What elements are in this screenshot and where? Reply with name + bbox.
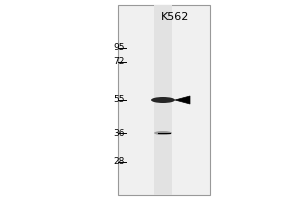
Bar [118, 5, 210, 195]
Text: 72: 72 [114, 58, 125, 66]
Polygon shape [175, 96, 190, 104]
Text: 36: 36 [113, 129, 125, 138]
Text: 28: 28 [114, 158, 125, 166]
Ellipse shape [154, 131, 172, 135]
Text: 95: 95 [113, 44, 125, 52]
Bar [154, 5, 172, 195]
Ellipse shape [151, 97, 175, 103]
Text: 55: 55 [113, 96, 125, 104]
Text: K562: K562 [161, 12, 189, 22]
